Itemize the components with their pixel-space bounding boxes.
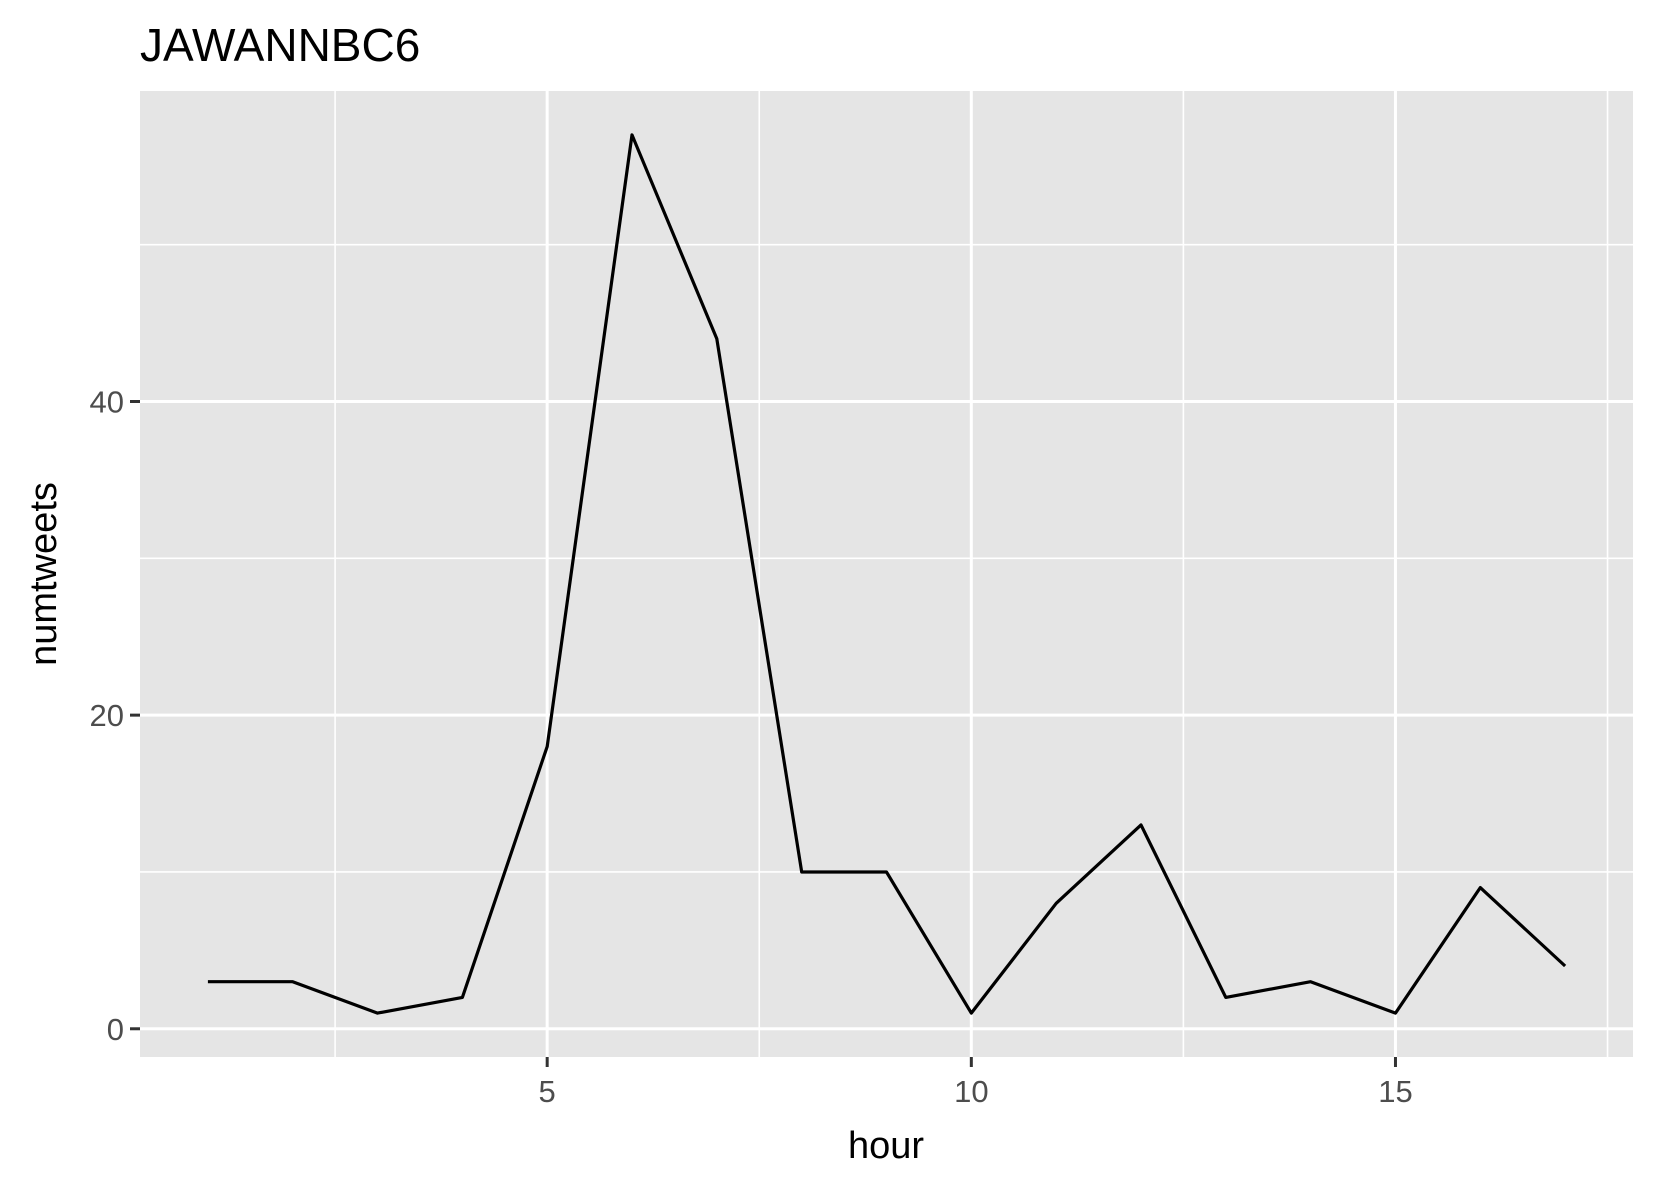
major-gridlines	[140, 91, 1633, 1057]
plot-panel	[140, 91, 1633, 1057]
x-tick-label: 10	[954, 1074, 988, 1109]
y-tick-label: 20	[90, 698, 124, 733]
y-axis-title: numtweets	[23, 482, 65, 666]
x-axis-title: hour	[848, 1125, 924, 1167]
x-tick-label: 5	[539, 1074, 556, 1109]
y-axis: 0 20 40	[90, 385, 140, 1047]
series-line	[207, 133, 1567, 1015]
x-tick-label: 15	[1378, 1074, 1412, 1109]
y-tick-label: 0	[107, 1012, 124, 1047]
x-axis: 5 10 15	[539, 1057, 1413, 1109]
y-tick-label: 40	[90, 385, 124, 420]
chart-title: JAWANNBC6	[140, 19, 420, 71]
